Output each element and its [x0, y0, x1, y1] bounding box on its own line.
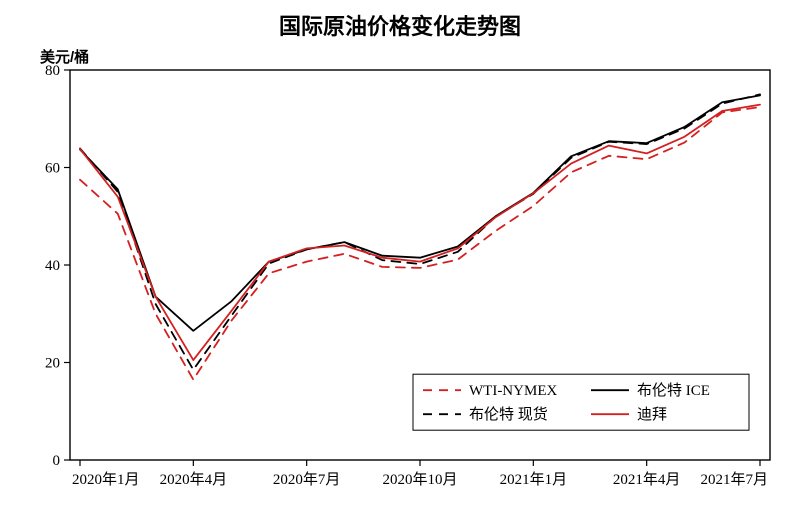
y-tick-label: 60: [45, 161, 60, 177]
x-tick-label: 2021年4月: [613, 471, 681, 488]
legend-label: 迪拜: [637, 406, 667, 423]
x-tick-label: 2021年7月: [700, 471, 768, 488]
y-tick-label: 20: [45, 356, 60, 372]
y-tick-label: 80: [45, 63, 60, 79]
chart-title: 国际原油价格变化走势图: [279, 14, 521, 39]
y-tick-label: 40: [45, 258, 60, 274]
x-tick-label: 2020年4月: [160, 471, 228, 488]
x-tick-label: 2020年10月: [382, 471, 457, 488]
legend-label: WTI-NYMEX: [469, 383, 557, 399]
legend-label: 布伦特 现货: [469, 406, 548, 423]
x-tick-label: 2020年7月: [273, 471, 341, 488]
x-tick-label: 2020年1月: [72, 471, 140, 488]
legend-label: 布伦特 ICE: [637, 382, 710, 399]
x-tick-label: 2021年1月: [500, 471, 568, 488]
y-tick-label: 0: [53, 453, 61, 469]
oil-price-chart: 国际原油价格变化走势图美元/桶0204060802020年1月2020年4月20…: [0, 0, 800, 519]
